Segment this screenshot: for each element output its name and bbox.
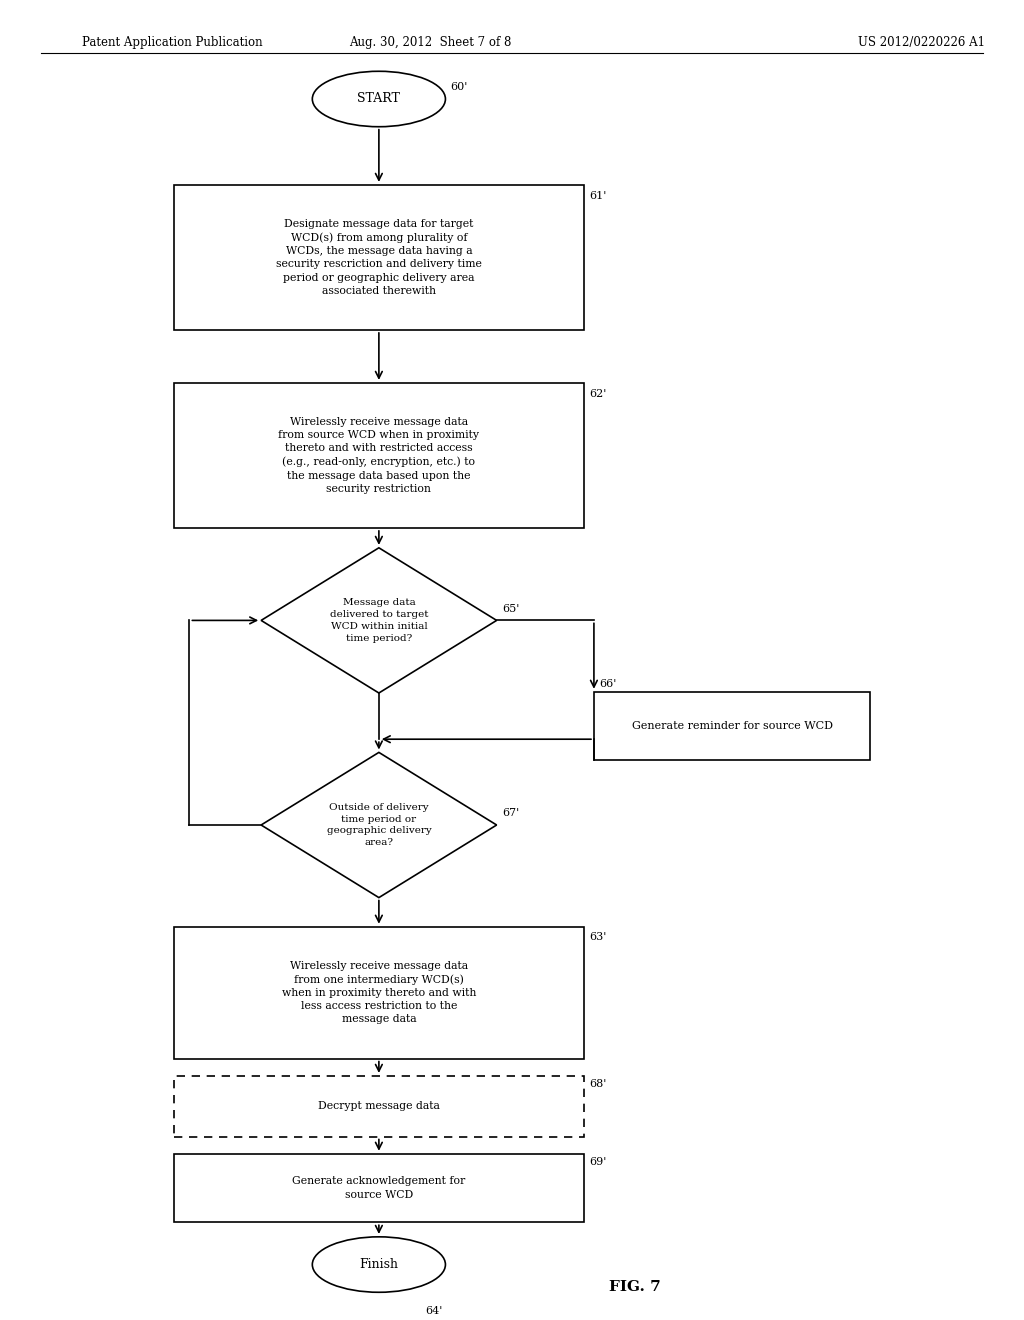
Text: 68': 68' <box>589 1078 606 1089</box>
Text: Decrypt message data: Decrypt message data <box>317 1101 440 1111</box>
Bar <box>174 1154 584 1222</box>
Text: Outside of delivery
time period or
geographic delivery
area?: Outside of delivery time period or geogr… <box>327 803 431 847</box>
Text: Aug. 30, 2012  Sheet 7 of 8: Aug. 30, 2012 Sheet 7 of 8 <box>349 36 511 49</box>
Text: US 2012/0220226 A1: US 2012/0220226 A1 <box>858 36 985 49</box>
Text: 62': 62' <box>589 388 606 399</box>
Text: FIG. 7: FIG. 7 <box>609 1280 660 1294</box>
Text: 66': 66' <box>599 678 616 689</box>
Text: 64': 64' <box>425 1305 442 1316</box>
Text: Finish: Finish <box>359 1258 398 1271</box>
Text: 67': 67' <box>502 808 519 818</box>
Bar <box>174 383 584 528</box>
Text: Message data
delivered to target
WCD within initial
time period?: Message data delivered to target WCD wit… <box>330 598 428 643</box>
Text: 63': 63' <box>589 932 606 942</box>
Bar <box>594 692 870 760</box>
Text: 65': 65' <box>502 603 519 614</box>
Text: Generate acknowledgement for
source WCD: Generate acknowledgement for source WCD <box>292 1176 466 1200</box>
Text: 69': 69' <box>589 1156 606 1167</box>
Bar <box>174 927 584 1059</box>
Text: Designate message data for target
WCD(s) from among plurality of
WCDs, the messa: Designate message data for target WCD(s)… <box>275 219 482 296</box>
Text: Wirelessly receive message data
from one intermediary WCD(s)
when in proximity t: Wirelessly receive message data from one… <box>282 961 476 1024</box>
Text: 61': 61' <box>589 190 606 201</box>
Bar <box>174 185 584 330</box>
Text: Generate reminder for source WCD: Generate reminder for source WCD <box>632 721 833 731</box>
Bar <box>174 1076 584 1137</box>
Text: Wirelessly receive message data
from source WCD when in proximity
thereto and wi: Wirelessly receive message data from sou… <box>279 417 479 494</box>
Text: Patent Application Publication: Patent Application Publication <box>82 36 262 49</box>
Text: START: START <box>357 92 400 106</box>
Text: 60': 60' <box>451 82 468 92</box>
